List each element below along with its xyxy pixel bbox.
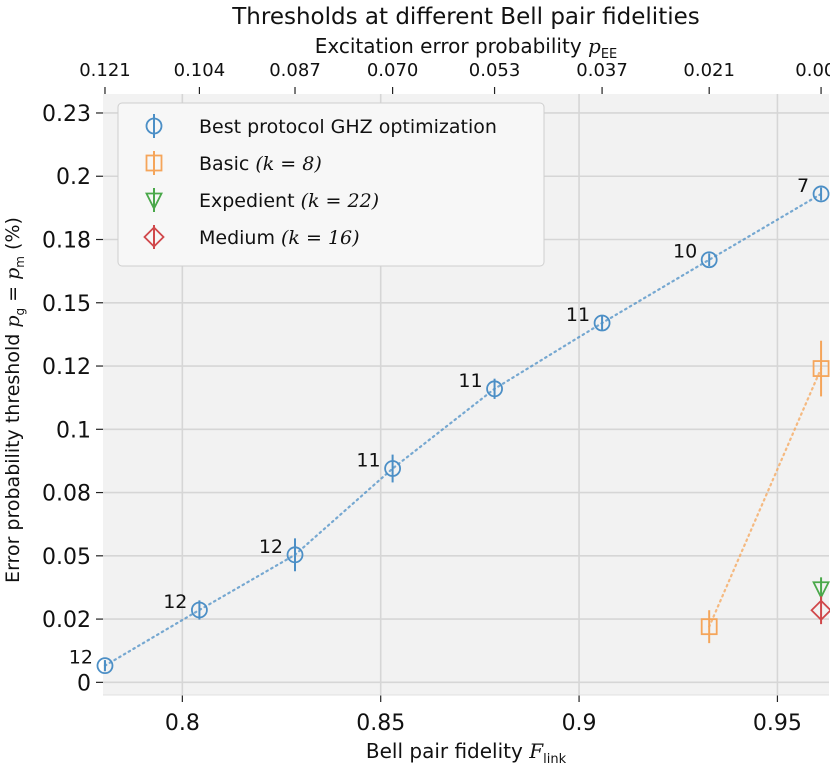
top-tick-label: 0.070 (367, 60, 419, 81)
y-tick-label: 0.12 (42, 355, 91, 380)
y-tick-label: 0.05 (42, 545, 91, 570)
point-label: 11 (458, 370, 482, 392)
legend-diamond-icon (143, 226, 165, 248)
secondary-x-axis-label: Excitation error probability pEE (315, 34, 618, 62)
x-tick-label: 0.95 (753, 711, 802, 736)
legend-box (117, 102, 545, 267)
circle-marker (384, 460, 402, 477)
axes: 0.8 0.85 0.9 0.95 0 0.02 0.05 0.08 0.1 0.12 0.15 0.… (42, 60, 830, 736)
data-point (812, 340, 830, 397)
point-label: 12 (163, 591, 187, 613)
data-point (96, 657, 114, 675)
chart-title: Thresholds at different Bell pair fideli… (231, 4, 700, 30)
circle-marker (191, 601, 208, 619)
circle-marker (286, 546, 304, 564)
data-point (486, 378, 503, 399)
legend-label: Expedient (k = 22) (199, 190, 379, 212)
y-tick-label: 0.23 (42, 102, 91, 127)
point-label: 12 (259, 536, 283, 558)
point-labels: 12 12 12 11 11 11 10 7 (69, 175, 809, 669)
legend-label: Basic (k = 8) (199, 153, 322, 175)
data-point (191, 600, 208, 620)
data-point (812, 185, 830, 203)
x-tick-label: 0.85 (356, 711, 405, 736)
x-tick-label: 0.9 (562, 711, 597, 736)
series-lines (103, 192, 823, 667)
point-label: 11 (356, 450, 380, 472)
triangle-down-marker (812, 581, 830, 600)
legend-triangle-down-icon (145, 192, 163, 211)
x-tick-label: 0.8 (165, 711, 200, 736)
circle-marker (96, 657, 114, 675)
square-marker (700, 618, 718, 636)
point-label: 10 (673, 241, 697, 263)
data-point (384, 454, 402, 483)
y-tick-label: 0 (77, 671, 91, 696)
y-tick-label: 0.02 (42, 608, 91, 633)
y-tick-label: 0.1 (56, 418, 91, 443)
circle-marker (700, 251, 718, 269)
top-tick-label: 0.037 (576, 60, 628, 81)
square-marker (812, 360, 830, 377)
legend-item: Medium (k = 16) (143, 225, 360, 249)
point-label: 7 (797, 175, 809, 197)
y-tick-label: 0.18 (42, 229, 91, 254)
top-tick-label: 0.087 (269, 60, 321, 81)
y-axis-label: Error probability threshold pg = pm (%) (2, 217, 27, 583)
circle-marker (593, 314, 611, 332)
top-tick-label: 0.104 (174, 60, 226, 81)
diamond-marker (810, 599, 830, 622)
data-point (810, 596, 830, 625)
y-tick-label: 0.2 (56, 165, 91, 190)
top-tick-label: 0.006 (795, 60, 830, 81)
y-tick-label: 0.15 (42, 292, 91, 317)
data-points (96, 185, 830, 675)
data-point (593, 314, 611, 332)
data-point (286, 538, 304, 572)
y-tick-label: 0.08 (42, 482, 91, 507)
legend-item: Basic (k = 8) (145, 151, 322, 175)
data-point (700, 251, 718, 269)
legend-circle-icon (145, 117, 163, 135)
point-label: 11 (566, 304, 590, 326)
top-tick-label: 0.121 (79, 60, 131, 81)
series-line (103, 192, 823, 667)
legend-label: Medium (k = 16) (199, 227, 360, 249)
legend: Best protocol GHZ optimization Basic (k =… (117, 102, 545, 267)
legend-square-icon (145, 154, 163, 172)
circle-marker (812, 185, 830, 203)
legend-item: Best protocol GHZ optimization (145, 114, 497, 138)
legend-label: Best protocol GHZ optimization (199, 116, 497, 138)
x-axis-label: Bell pair fidelity Flink (366, 739, 567, 767)
top-tick-label: 0.021 (683, 60, 735, 81)
data-point (700, 610, 718, 644)
circle-marker (486, 380, 503, 398)
top-tick-label: 0.053 (469, 60, 521, 81)
legend-item: Expedient (k = 22) (145, 188, 379, 212)
point-label: 12 (69, 647, 93, 669)
